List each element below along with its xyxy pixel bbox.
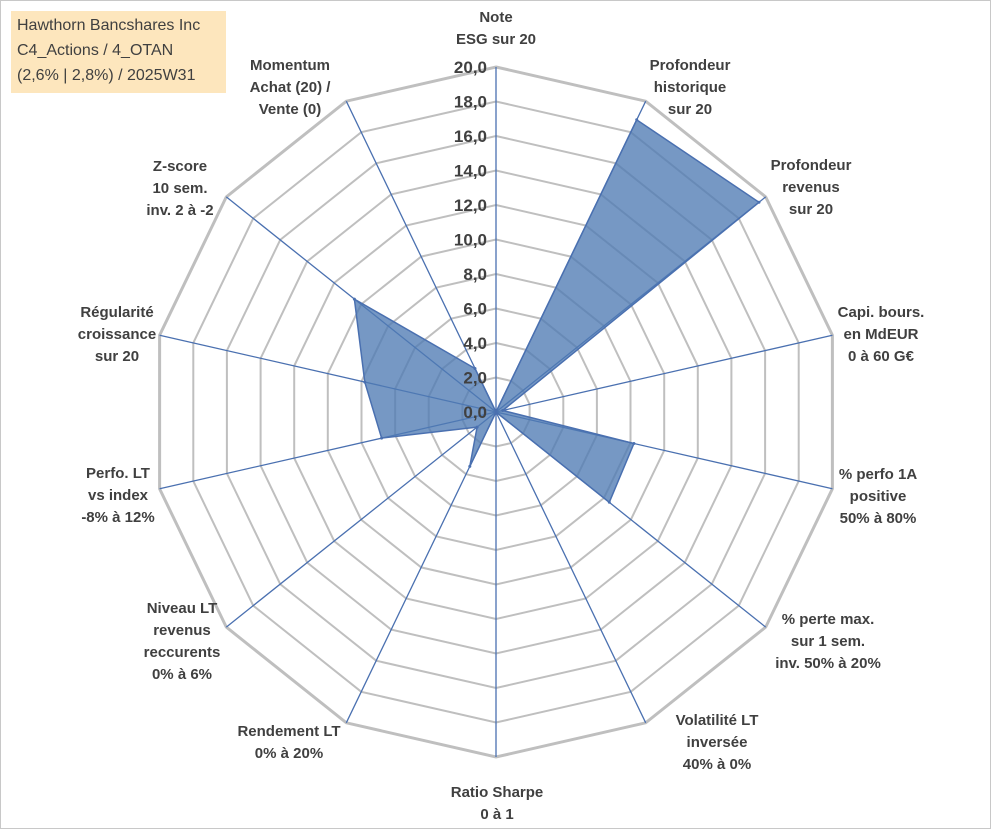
data-point-1	[635, 118, 639, 122]
info-box: Hawthorn Bancshares Inc C4_Actions / 4_O…	[11, 11, 226, 93]
tick-label-9: 18,0	[454, 93, 487, 112]
tick-label-6: 12,0	[454, 196, 487, 215]
tick-label-2: 4,0	[463, 334, 487, 353]
axis-label-9: Niveau LT revenus reccurents 0% à 6%	[144, 600, 221, 683]
data-point-5	[607, 500, 611, 504]
data-point-4	[632, 442, 636, 445]
axis-label-10-line-1: vs index	[88, 487, 149, 504]
tick-label-0: 0,0	[463, 403, 487, 422]
axis-label-3: Capi. bours. en MdEUR 0 à 60 G€	[838, 304, 925, 365]
axis-label-13-line-2: Vente (0)	[259, 101, 322, 118]
axis-label-9-line-3: 0% à 6%	[152, 666, 212, 683]
tick-label-5: 10,0	[454, 231, 487, 250]
axis-label-7-line-0: Ratio Sharpe	[451, 784, 544, 801]
axis-label-11-line-0: Régularité	[80, 304, 153, 321]
axis-label-8: Rendement LT 0% à 20%	[237, 723, 340, 762]
axis-label-12-line-2: inv. 2 à -2	[146, 202, 213, 219]
axis-label-2-line-2: sur 20	[789, 201, 833, 218]
axis-label-12-line-1: 10 sem.	[152, 180, 207, 197]
data-point-12	[352, 297, 356, 301]
data-point-2	[757, 200, 761, 204]
tick-label-7: 14,0	[454, 162, 487, 181]
axis-label-2-line-1: revenus	[782, 179, 840, 196]
axis-label-11-line-2: sur 20	[95, 348, 139, 365]
axis-label-5: % perte max. sur 1 sem. inv. 50% à 20%	[775, 611, 881, 672]
axis-label-9-line-2: reccurents	[144, 644, 221, 661]
tick-label-1: 2,0	[463, 369, 487, 388]
axis-label-5-line-2: inv. 50% à 20%	[775, 655, 881, 672]
axis-label-0-line-0: Note	[479, 9, 512, 26]
axis-label-3-line-1: en MdEUR	[844, 326, 919, 343]
axis-label-2-line-0: Profondeur	[771, 157, 852, 174]
axis-label-8-line-0: Rendement LT	[237, 723, 340, 740]
axis-label-9-line-1: revenus	[153, 622, 211, 639]
axis-label-6-line-0: Volatilité LT	[676, 712, 759, 729]
info-box-category: C4_Actions / 4_OTAN	[17, 42, 174, 59]
spoke-9	[225, 411, 497, 628]
axis-label-3-line-0: Capi. bours.	[838, 304, 925, 321]
axis-label-4-line-0: % perfo 1A	[839, 466, 918, 483]
axis-label-6-line-1: inversée	[687, 734, 748, 751]
axis-label-13-line-1: Achat (20) /	[250, 79, 332, 96]
info-box-period: (2,6% | 2,8%) / 2025W31	[17, 67, 196, 84]
axis-label-1: Profondeur historique sur 20	[650, 57, 731, 118]
data-point-9	[475, 425, 479, 429]
axis-label-7: Ratio Sharpe 0 à 1	[451, 784, 544, 823]
spoke-3	[495, 334, 833, 413]
data-point-13	[473, 367, 477, 370]
axis-label-11: Régularité croissance sur 20	[78, 304, 156, 365]
data-point-11	[363, 380, 367, 384]
tick-label-4: 8,0	[463, 265, 487, 284]
axis-label-7-line-1: 0 à 1	[480, 806, 513, 823]
data-point-7	[494, 410, 498, 414]
axis-label-11-line-1: croissance	[78, 326, 156, 343]
axis-label-12: Z-score 10 sem. inv. 2 à -2	[146, 158, 213, 219]
data-point-8	[468, 464, 472, 468]
radar-series	[352, 118, 761, 504]
axis-label-13: Momentum Achat (20) / Vente (0)	[250, 57, 332, 118]
tick-label-10: 20,0	[454, 58, 487, 77]
axis-label-4-line-1: positive	[850, 488, 907, 505]
axis-label-3-line-2: 0 à 60 G€	[848, 348, 915, 365]
axis-label-5-line-1: sur 1 sem.	[791, 633, 865, 650]
axis-label-5-line-0: % perte max.	[782, 611, 875, 628]
axis-label-4-line-2: 50% à 80%	[840, 510, 917, 527]
axis-label-4: % perfo 1A positive 50% à 80%	[839, 466, 918, 527]
series-area	[353, 118, 761, 504]
axis-label-8-line-1: 0% à 20%	[255, 745, 323, 762]
axis-label-12-line-0: Z-score	[153, 158, 207, 175]
axis-label-10: Perfo. LT vs index -8% à 12%	[81, 465, 154, 526]
axis-label-13-line-0: Momentum	[250, 57, 330, 74]
tick-label-3: 6,0	[463, 300, 487, 319]
axis-label-6-line-2: 40% à 0%	[683, 756, 751, 773]
radar-tick-labels: 0,0 2,0 4,0 6,0 8,0 10,0 12,0 14,0 16,0 18,0 20,0	[454, 58, 487, 422]
tick-label-8: 16,0	[454, 127, 487, 146]
axis-label-0-line-1: ESG sur 20	[456, 31, 536, 48]
axis-label-6: Volatilité LT inversée 40% à 0%	[676, 712, 759, 773]
axis-label-10-line-2: -8% à 12%	[81, 509, 154, 526]
spoke-13	[345, 100, 497, 413]
axis-label-9-line-0: Niveau LT	[147, 600, 218, 617]
data-point-3	[501, 409, 505, 412]
axis-label-1-line-2: sur 20	[668, 101, 712, 118]
radar-axis-labels: Note ESG sur 20 Profondeur historique sur 20…	[78, 9, 925, 823]
axis-label-0: Note ESG sur 20	[456, 9, 536, 48]
axis-label-1-line-0: Profondeur	[650, 57, 731, 74]
spoke-6	[495, 411, 647, 724]
axis-label-2: Profondeur revenus sur 20	[771, 157, 852, 218]
axis-label-1-line-1: historique	[654, 79, 727, 96]
info-box-company: Hawthorn Bancshares Inc	[17, 17, 201, 34]
axis-label-10-line-0: Perfo. LT	[86, 465, 150, 482]
data-point-10	[380, 436, 384, 440]
